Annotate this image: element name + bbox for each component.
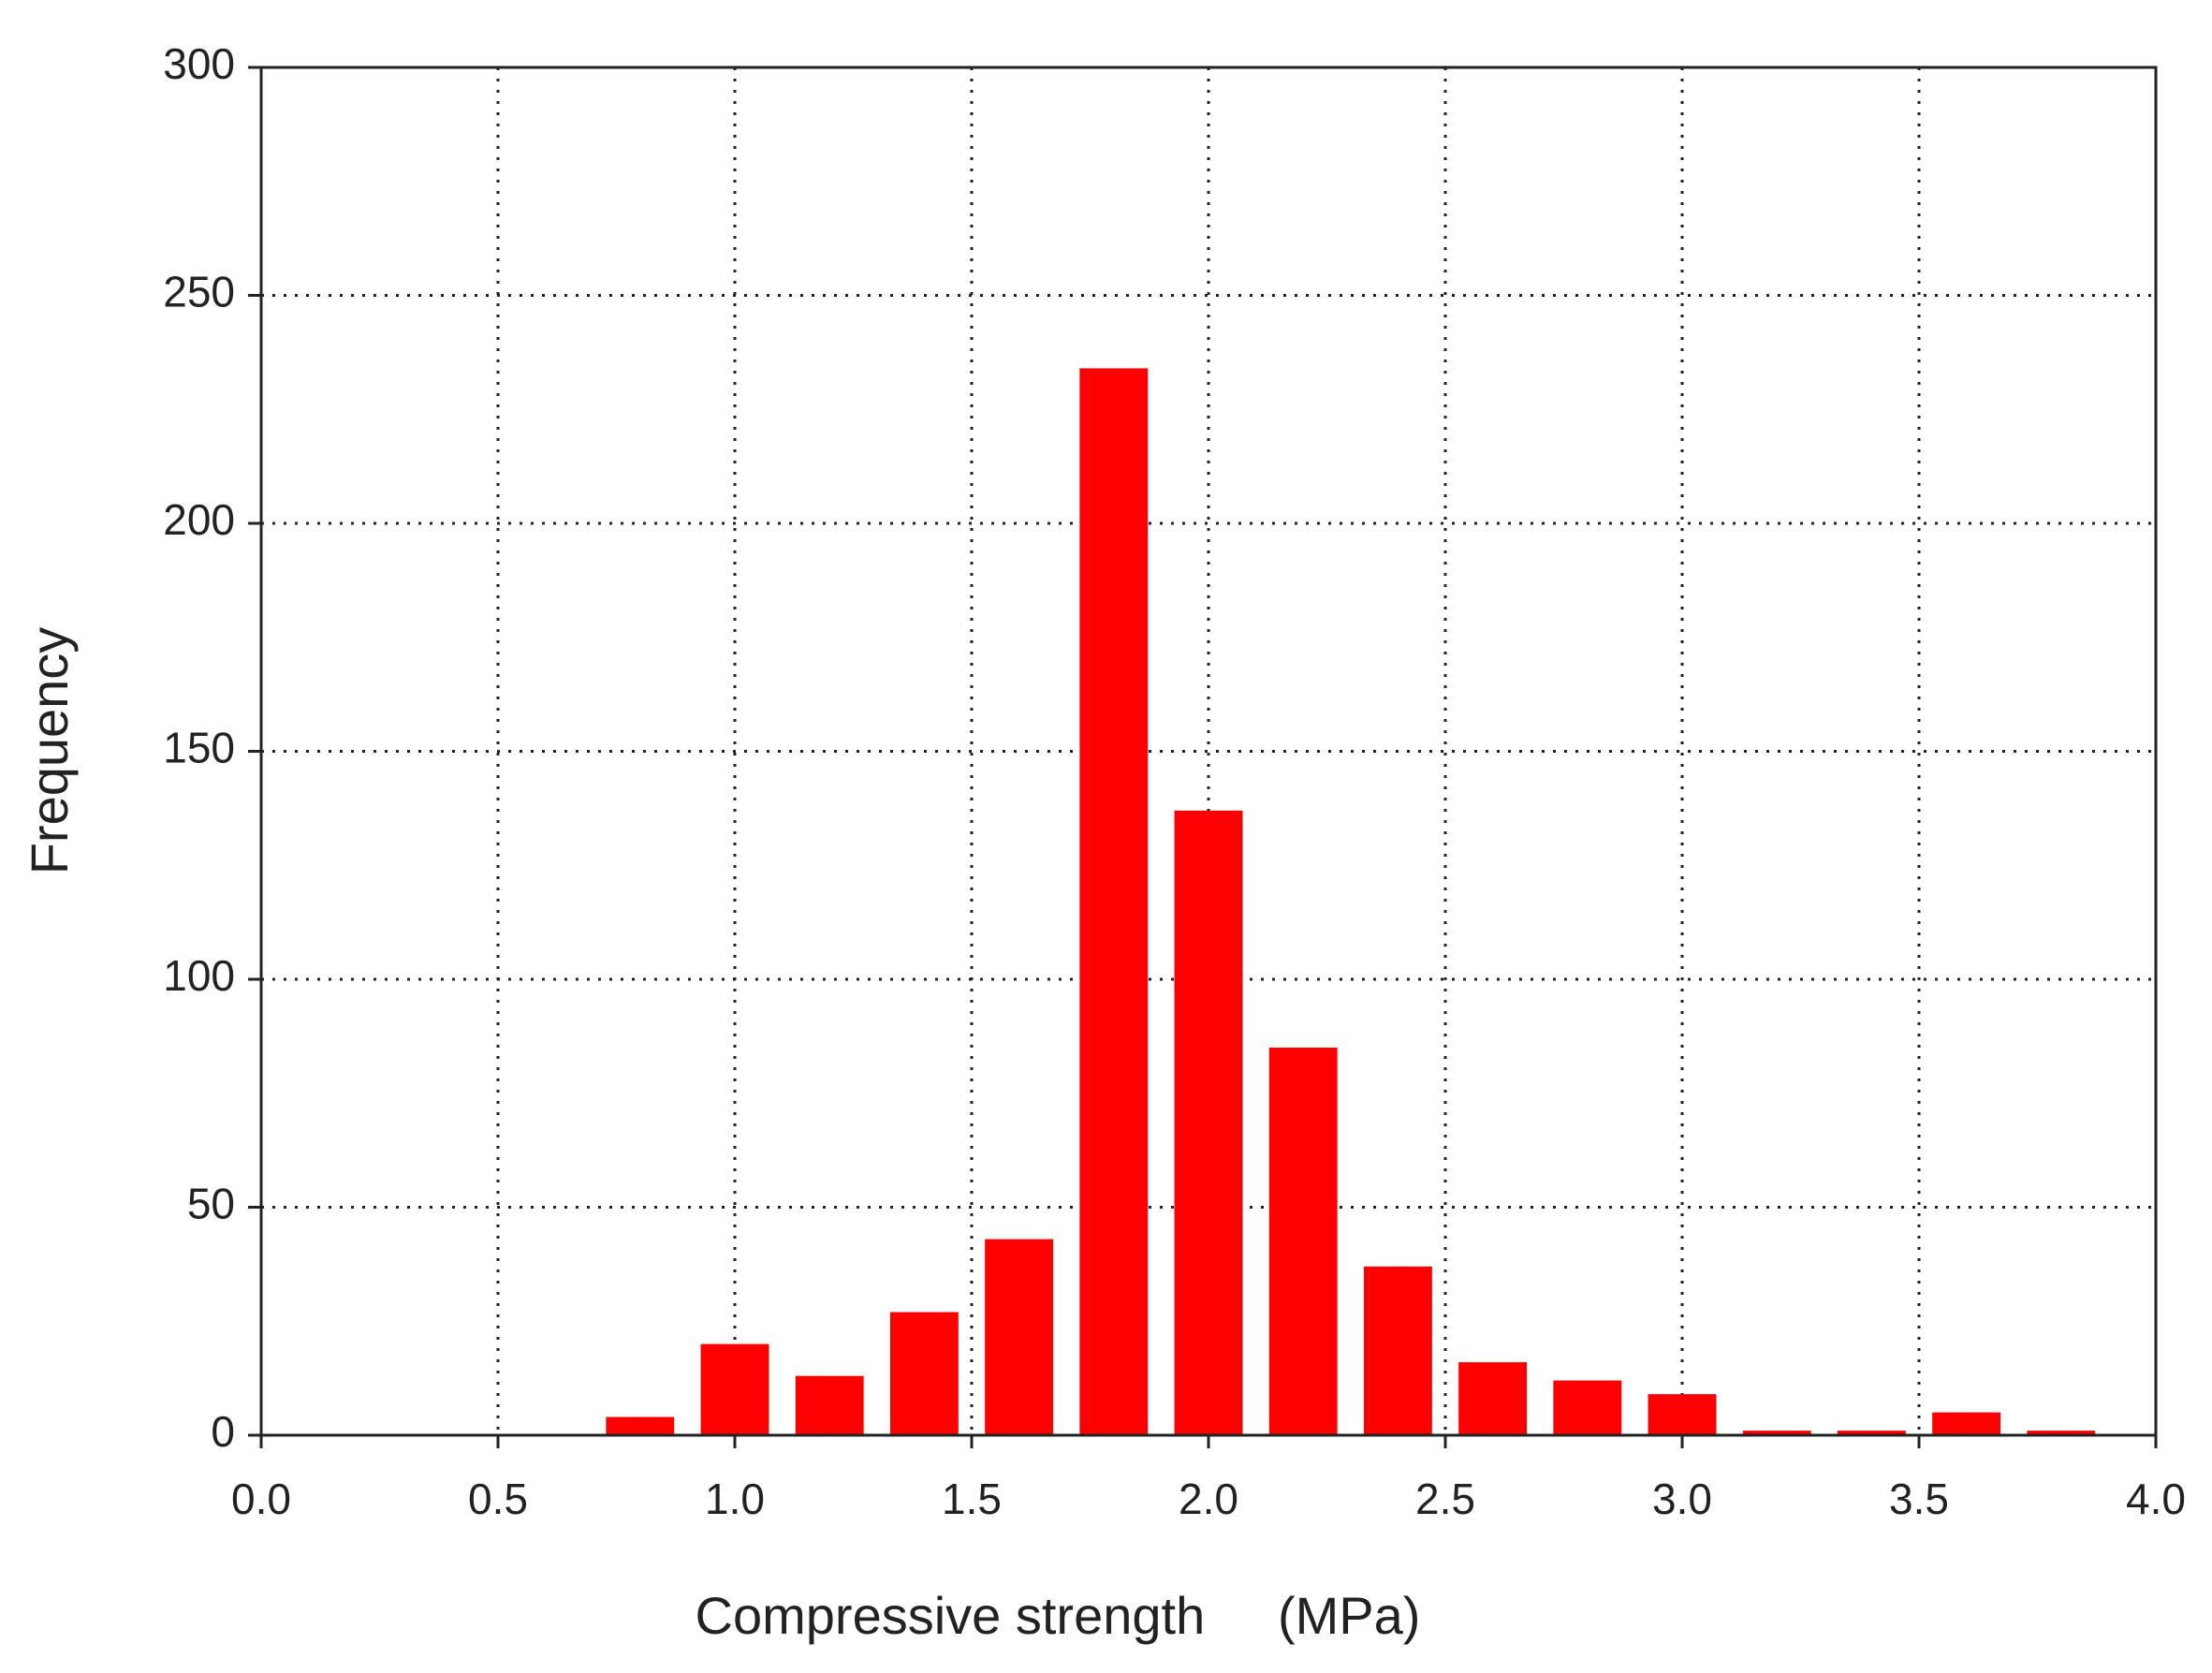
bar [1458,1362,1528,1435]
x-tick-label: 1.5 [942,1475,1002,1523]
x-tick-label: 1.0 [705,1475,765,1523]
x-tick-label: 0.5 [468,1475,528,1523]
bar [1932,1412,2001,1435]
x-tick-label: 3.0 [1652,1475,1712,1523]
y-tick-label: 150 [163,724,235,772]
y-tick-label: 200 [163,495,235,544]
bar [606,1416,675,1435]
y-tick-label: 50 [187,1180,235,1228]
bar [1553,1380,1622,1435]
x-tick-label: 2.5 [1415,1475,1475,1523]
bar [1363,1266,1432,1435]
y-tick-label: 100 [163,951,235,1000]
plot-frame [259,66,2158,1437]
bar [985,1239,1054,1435]
bar [1174,810,1243,1435]
bar [1268,1048,1338,1435]
y-axis-title: Frequency [20,627,79,875]
bar [2027,1431,2096,1435]
x-axis-title: Compressive strength (MPa) [696,1586,1421,1645]
bar [1837,1431,1906,1435]
x-tick-label: 4.0 [2126,1475,2186,1523]
x-tick-label: 2.0 [1179,1475,1238,1523]
y-tick-label: 250 [163,268,235,316]
bar [1648,1394,1717,1435]
bar [1742,1431,1811,1435]
bar [795,1375,864,1435]
x-tick-label: 0.0 [231,1475,291,1523]
bar [889,1312,959,1435]
bar [1079,368,1149,1435]
y-tick-label: 300 [163,39,235,88]
x-tick-label: 3.5 [1889,1475,1949,1523]
y-tick-label: 0 [211,1407,235,1456]
bar [700,1343,769,1435]
